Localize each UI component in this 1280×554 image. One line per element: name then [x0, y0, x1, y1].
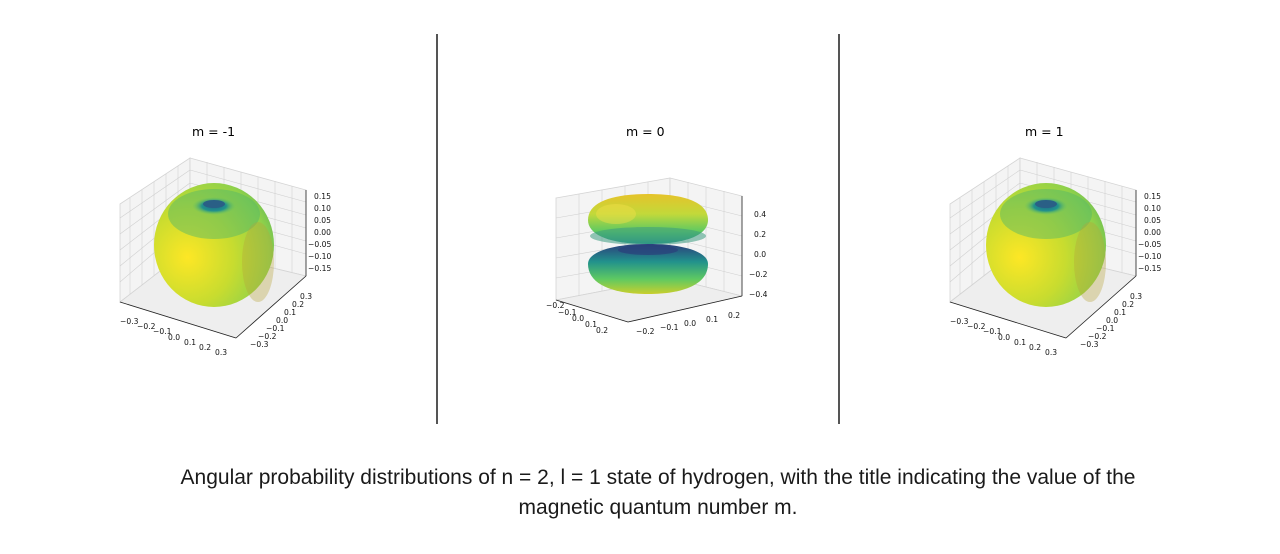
- y-tick: 0.2: [292, 300, 304, 309]
- y-tick: 0.1: [284, 308, 296, 317]
- x-tick: 0.1: [585, 320, 597, 329]
- panel-title: m = 0: [626, 124, 665, 139]
- axis-lines: [119, 190, 307, 339]
- y-tick: 0.2: [728, 311, 740, 320]
- y-tick: 0.2: [1122, 300, 1134, 309]
- z-tick-labels: 0.4 0.2 0.0 −0.2 −0.4: [749, 210, 768, 299]
- z-tick: 0.00: [1144, 228, 1161, 237]
- x-tick: −0.3: [950, 317, 969, 326]
- x-tick: −0.2: [546, 301, 565, 310]
- x-tick: −0.1: [558, 308, 577, 317]
- y-tick: −0.2: [258, 332, 277, 341]
- panel-title: m = -1: [192, 124, 236, 139]
- z-tick: 0.00: [314, 228, 331, 237]
- y-tick: 0.1: [706, 315, 718, 324]
- z-tick: 0.15: [314, 192, 331, 201]
- y-tick: −0.1: [266, 324, 285, 333]
- plot-3d-torus: 0.15 0.10 0.05 0.00 −0.05 −0.10 −0.15 −0…: [119, 157, 331, 357]
- z-tick: −0.15: [1138, 264, 1161, 273]
- x-tick: 0.1: [1014, 338, 1026, 347]
- x-tick: 0.0: [572, 314, 584, 323]
- y-tick: 0.0: [684, 319, 696, 328]
- z-tick: 0.05: [314, 216, 331, 225]
- x-tick: 0.2: [596, 326, 608, 335]
- x-tick: −0.3: [120, 317, 139, 326]
- z-tick: 0.10: [1144, 204, 1161, 213]
- z-tick-labels: 0.15 0.10 0.05 0.00 −0.05 −0.10 −0.15: [1138, 192, 1161, 273]
- z-tick: −0.10: [1138, 252, 1161, 261]
- axis-lines: [555, 196, 743, 323]
- y-tick: 0.0: [276, 316, 288, 325]
- z-tick: −0.05: [1138, 240, 1161, 249]
- x-tick: −0.1: [153, 327, 172, 336]
- panel-m-0: m = 0: [438, 0, 838, 440]
- z-tick: 0.0: [754, 250, 766, 259]
- z-tick: 0.05: [1144, 216, 1161, 225]
- y-tick: −0.2: [1088, 332, 1107, 341]
- y-tick-labels: −0.2 −0.1 0.0 0.1 0.2: [636, 311, 740, 336]
- y-tick: 0.0: [1106, 316, 1118, 325]
- x-tick: −0.1: [983, 327, 1002, 336]
- x-tick: 0.0: [168, 333, 180, 342]
- dumbbell-surface: [588, 194, 708, 294]
- x-tick: 0.3: [1045, 348, 1057, 357]
- torus-surface: [986, 183, 1106, 307]
- x-tick: 0.2: [199, 343, 211, 352]
- x-tick: 0.3: [215, 348, 227, 357]
- plot-3d-torus: 0.15 0.10 0.05 0.00 −0.05 −0.10 −0.15 −0…: [949, 157, 1161, 357]
- panel-m-minus-1: m = -1: [0, 0, 436, 440]
- y-tick: −0.1: [1096, 324, 1115, 333]
- y-tick: 0.3: [1130, 292, 1142, 301]
- x-tick-labels: −0.2 −0.1 0.0 0.1 0.2: [546, 301, 608, 335]
- z-tick: 0.2: [754, 230, 766, 239]
- y-tick-labels: 0.3 0.2 0.1 0.0 −0.1 −0.2 −0.3: [1080, 292, 1142, 349]
- y-tick: −0.2: [636, 327, 655, 336]
- x-tick: −0.2: [967, 322, 986, 331]
- x-tick: 0.1: [184, 338, 196, 347]
- torus-surface: [154, 183, 274, 307]
- y-tick-labels: 0.3 0.2 0.1 0.0 −0.1 −0.2 −0.3: [250, 292, 312, 349]
- z-tick: 0.10: [314, 204, 331, 213]
- panel-title: m = 1: [1025, 124, 1064, 139]
- x-tick: −0.2: [137, 322, 156, 331]
- y-tick: −0.3: [1080, 340, 1099, 349]
- x-tick-labels: −0.3 −0.2 −0.1 0.0 0.1 0.2 0.3: [950, 317, 1057, 357]
- z-tick: 0.15: [1144, 192, 1161, 201]
- figure-caption: Angular probability distributions of n =…: [0, 463, 1280, 523]
- y-tick: 0.3: [300, 292, 312, 301]
- x-tick-labels: −0.3 −0.2 −0.1 0.0 0.1 0.2 0.3: [120, 317, 227, 357]
- z-tick: 0.4: [754, 210, 766, 219]
- z-tick: −0.15: [308, 264, 331, 273]
- z-tick: −0.05: [308, 240, 331, 249]
- z-tick: −0.4: [749, 290, 768, 299]
- panel-m-1: m = 1: [840, 0, 1280, 440]
- divider-left: [436, 34, 438, 424]
- divider-right: [838, 34, 840, 424]
- z-tick: −0.2: [749, 270, 768, 279]
- x-tick: 0.2: [1029, 343, 1041, 352]
- z-tick: −0.10: [308, 252, 331, 261]
- y-tick: −0.3: [250, 340, 269, 349]
- z-tick-labels: 0.15 0.10 0.05 0.00 −0.05 −0.10 −0.15: [308, 192, 331, 273]
- y-tick: −0.1: [660, 323, 679, 332]
- caption-line-1: Angular probability distributions of n =…: [180, 466, 1136, 489]
- y-tick: 0.1: [1114, 308, 1126, 317]
- plot-3d-dumbbell: 0.4 0.2 0.0 −0.2 −0.4 −0.2 −0.1 0.0 0.1 …: [546, 177, 768, 336]
- axis-lines: [949, 190, 1137, 339]
- x-tick: 0.0: [998, 333, 1010, 342]
- caption-line-2: magnetic quantum number m.: [518, 496, 798, 519]
